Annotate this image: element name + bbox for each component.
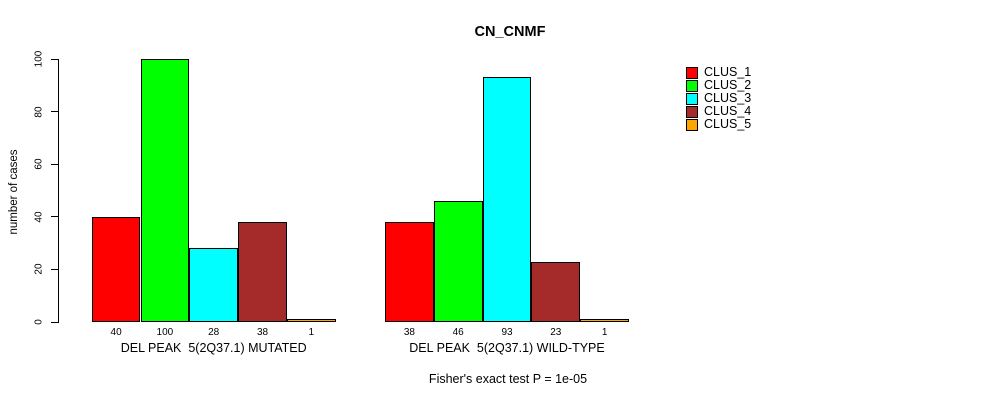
legend-swatch-clus_3 xyxy=(686,92,698,105)
bar-clus_4 xyxy=(531,261,581,322)
legend-item: CLUS_5 xyxy=(686,118,751,131)
y-tick-label: 20 xyxy=(33,263,45,275)
y-axis-tick xyxy=(51,216,58,218)
y-axis-tick xyxy=(51,321,58,323)
y-tick-label: 60 xyxy=(33,158,45,170)
y-axis-tick xyxy=(51,111,58,113)
y-tick-label: 100 xyxy=(33,50,45,68)
legend-item: CLUS_4 xyxy=(686,105,751,118)
chart-title: CN_CNMF xyxy=(474,24,546,40)
bar-value-label: 38 xyxy=(256,327,269,338)
bar-value-label: 93 xyxy=(501,327,513,338)
bar-clus_3 xyxy=(482,77,532,322)
y-axis-line xyxy=(58,59,59,323)
bar-clus_4 xyxy=(238,222,287,322)
bar-clus_2 xyxy=(140,59,190,322)
bar-clus_1 xyxy=(385,222,434,322)
legend-label: CLUS_1 xyxy=(704,65,752,79)
bar-clus_3 xyxy=(189,248,239,322)
bar-value-label: 46 xyxy=(452,327,464,338)
legend-swatch-clus_4 xyxy=(686,105,698,118)
bar-clus_2 xyxy=(433,201,483,322)
bar-clus_5 xyxy=(580,319,629,322)
legend: CLUS_1 CLUS_2 CLUS_3 CLUS_4 CLUS_5 xyxy=(686,66,751,131)
y-tick-label: 0 xyxy=(33,319,45,325)
legend-swatch-clus_1 xyxy=(686,66,698,79)
y-axis-tick xyxy=(51,58,58,60)
bar-value-label: 100 xyxy=(156,327,174,338)
legend-swatch-clus_5 xyxy=(686,118,698,131)
legend-label: CLUS_5 xyxy=(704,117,752,131)
y-axis-tick xyxy=(51,163,58,165)
legend-label: CLUS_2 xyxy=(704,78,752,92)
y-tick-label: 80 xyxy=(33,106,45,118)
legend-swatch-clus_2 xyxy=(686,79,698,92)
legend-item: CLUS_1 xyxy=(686,66,751,79)
legend-item: CLUS_2 xyxy=(686,79,751,92)
legend-label: CLUS_4 xyxy=(704,104,752,118)
y-tick-label: 40 xyxy=(33,211,45,223)
bar-value-label: 1 xyxy=(308,327,315,338)
legend-item: CLUS_3 xyxy=(686,92,751,105)
bar-clus_1 xyxy=(91,216,141,322)
annotation-text: Fisher's exact test P = 1e-05 xyxy=(428,372,588,386)
y-axis-tick xyxy=(51,268,58,270)
legend-label: CLUS_3 xyxy=(704,91,752,105)
bar-clus_5 xyxy=(286,319,336,322)
bar-value-label: 1 xyxy=(601,327,608,338)
bar-value-label: 23 xyxy=(550,327,562,338)
x-group-label: DEL PEAK 5(2Q37.1) WILD-TYPE xyxy=(409,341,605,355)
bar-value-label: 40 xyxy=(110,327,122,338)
bar-value-label: 28 xyxy=(208,327,220,338)
bar-value-label: 38 xyxy=(403,327,415,338)
x-group-label: DEL PEAK 5(2Q37.1) MUTATED xyxy=(120,341,307,355)
